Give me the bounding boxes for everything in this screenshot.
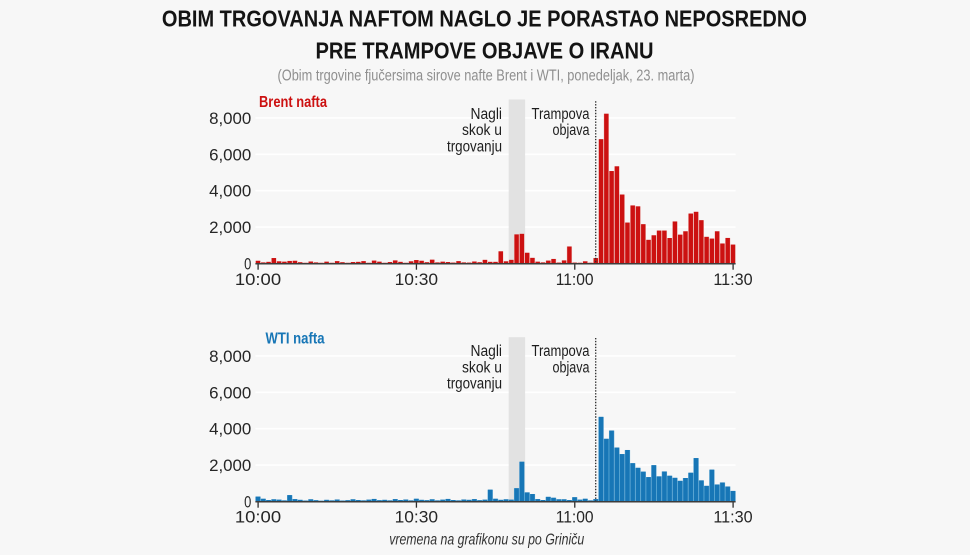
svg-text:10:00: 10:00 <box>235 507 281 526</box>
svg-text:6,000: 6,000 <box>209 384 251 402</box>
svg-text:PRE TRAMPOVE OBJAVE O IRANU: PRE TRAMPOVE OBJAVE O IRANU <box>316 38 654 64</box>
svg-text:objava: objava <box>553 122 590 139</box>
svg-text:OBIM TRGOVANJA NAFTOM NAGLO JE: OBIM TRGOVANJA NAFTOM NAGLO JE PORASTAO … <box>162 6 807 32</box>
svg-text:8,000: 8,000 <box>209 348 251 366</box>
svg-text:Trampova: Trampova <box>532 343 590 360</box>
svg-text:Trampova: Trampova <box>532 106 590 123</box>
svg-text:11:00: 11:00 <box>556 270 594 289</box>
svg-text:11:30: 11:30 <box>713 270 752 289</box>
svg-text:2,000: 2,000 <box>209 457 251 475</box>
svg-text:10:30: 10:30 <box>395 507 439 526</box>
svg-text:Nagli: Nagli <box>471 343 503 360</box>
svg-text:WTI nafta: WTI nafta <box>266 331 325 348</box>
svg-text:2,000: 2,000 <box>209 219 251 237</box>
svg-text:6,000: 6,000 <box>209 146 251 164</box>
svg-text:objava: objava <box>553 359 590 376</box>
svg-text:skok u: skok u <box>462 359 502 376</box>
svg-text:0: 0 <box>244 494 251 512</box>
svg-text:vremena na grafikonu su po Gri: vremena na grafikonu su po Griniču <box>389 532 584 549</box>
svg-text:0: 0 <box>244 256 251 274</box>
svg-text:10:00: 10:00 <box>235 270 281 289</box>
svg-text:trgovanju: trgovanju <box>447 138 502 155</box>
svg-text:Nagli: Nagli <box>471 106 503 123</box>
svg-text:4,000: 4,000 <box>209 421 251 439</box>
svg-text:4,000: 4,000 <box>209 183 251 201</box>
svg-text:11:30: 11:30 <box>713 507 752 526</box>
svg-text:8,000: 8,000 <box>209 110 251 128</box>
svg-text:skok u: skok u <box>462 122 502 139</box>
svg-text:trgovanju: trgovanju <box>447 375 502 392</box>
svg-text:11:00: 11:00 <box>556 507 594 526</box>
svg-text:10:30: 10:30 <box>395 270 439 289</box>
svg-text:Brent nafta: Brent nafta <box>259 94 327 111</box>
svg-text:(Obim trgovine fjučersima siro: (Obim trgovine fjučersima sirove nafte B… <box>278 67 695 84</box>
